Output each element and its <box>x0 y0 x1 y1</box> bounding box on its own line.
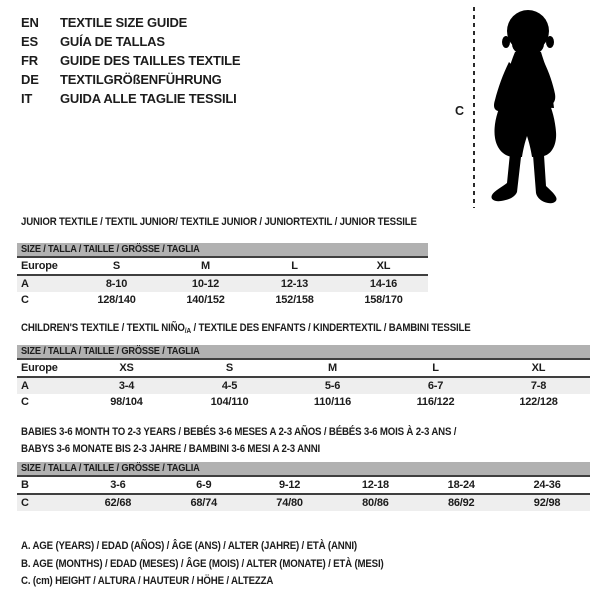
row-label: A <box>21 278 29 290</box>
children-size-table: SIZE / TALLA / TAILLE / GRÖSSE / TAGLIA … <box>17 345 590 410</box>
divider <box>17 358 590 360</box>
language-row-it: IT GUIDA ALLE TAGLIE TESSILI <box>21 89 240 108</box>
language-row-en: EN TEXTILE SIZE GUIDE <box>21 13 240 32</box>
table-row-height: C 62/68 68/74 74/80 80/86 86/92 92/98 <box>17 495 590 511</box>
size-header-bar: SIZE / TALLA / TAILLE / GRÖSSE / TAGLIA <box>17 243 428 256</box>
language-code: FR <box>21 53 38 68</box>
language-label: GUIDE DES TAILLES TEXTILE <box>60 53 241 68</box>
cell: 12-13 <box>280 278 309 290</box>
cell: S <box>225 362 234 374</box>
cell: 9-12 <box>278 479 301 491</box>
cell: 152/158 <box>275 294 314 306</box>
height-dashed-line <box>473 7 475 208</box>
cell: 68/74 <box>190 497 217 509</box>
cell: 104/110 <box>210 396 249 408</box>
language-code: IT <box>21 91 33 106</box>
size-header-bar: SIZE / TALLA / TAILLE / GRÖSSE / TAGLIA <box>17 462 590 475</box>
cell: 12-18 <box>361 479 389 491</box>
divider <box>17 376 590 378</box>
cell: 3-4 <box>118 380 135 392</box>
cell: 14-16 <box>369 278 398 290</box>
cell: 98/104 <box>110 396 143 408</box>
divider <box>17 274 428 276</box>
cell: 128/140 <box>97 294 136 306</box>
table-row-europe: Europe S M L XL <box>17 258 428 274</box>
cell: XL <box>531 362 546 374</box>
language-row-de: DE TEXTILGRÖßENFÜHRUNG <box>21 70 240 89</box>
table-row-age: A 8-10 10-12 12-13 14-16 <box>17 276 428 292</box>
cell: 24-36 <box>533 479 561 491</box>
cell: L <box>432 362 439 374</box>
cell: XL <box>376 260 391 272</box>
junior-table-title: JUNIOR TEXTILE / TEXTIL JUNIOR/ TEXTILE … <box>21 216 417 228</box>
cell: 7-8 <box>530 380 547 392</box>
cell: 3-6 <box>110 479 126 491</box>
row-label: B <box>21 479 29 491</box>
row-label: Europe <box>21 362 58 374</box>
cell: 140/152 <box>186 294 225 306</box>
row-label: C <box>21 396 29 408</box>
language-row-fr: FR GUIDE DES TAILLES TEXTILE <box>21 51 241 70</box>
cell: XS <box>119 362 134 374</box>
table-row-age-months: B 3-6 6-9 9-12 12-18 18-24 24-36 <box>17 477 590 493</box>
language-row-es: ES GUÍA DE TALLAS <box>21 32 240 51</box>
table-row-height: C 128/140 140/152 152/158 158/170 <box>17 292 428 308</box>
table-row-europe: Europe XS S M L XL <box>17 360 590 376</box>
cell: 18-24 <box>447 479 475 491</box>
cell: 5-6 <box>324 380 341 392</box>
babies-table-title: BABIES 3-6 MONTH TO 2-3 YEARS / BEBÉS 3-… <box>21 426 457 455</box>
cell: L <box>291 260 298 272</box>
cell: 158/170 <box>364 294 403 306</box>
cell: 92/98 <box>533 497 561 509</box>
figure-height-label: C <box>455 104 464 118</box>
legend-line-b: B. AGE (MONTHS) / EDAD (MESES) / ÂGE (MO… <box>21 557 384 570</box>
size-header-bar: SIZE / TALLA / TAILLE / GRÖSSE / TAGLIA <box>17 345 590 358</box>
cell: M <box>328 362 337 374</box>
row-label: C <box>21 294 29 306</box>
cell: 6-9 <box>196 479 212 491</box>
divider <box>17 256 428 258</box>
language-label: GUIDA ALLE TAGLIE TESSILI <box>60 91 237 106</box>
junior-size-table: SIZE / TALLA / TAILLE / GRÖSSE / TAGLIA … <box>17 243 428 308</box>
language-label: TEXTILE SIZE GUIDE <box>60 15 188 30</box>
row-label: C <box>21 497 29 509</box>
cell: S <box>112 260 121 272</box>
legend-line-c: C. (cm) HEIGHT / ALTURA / HAUTEUR / HÖHE… <box>21 575 274 587</box>
cell: 4-5 <box>221 380 238 392</box>
table-row-height: C 98/104 104/110 110/116 116/122 122/128 <box>17 394 590 410</box>
table-row-age: A 3-4 4-5 5-6 6-7 7-8 <box>17 378 590 394</box>
row-label: Europe <box>21 260 58 272</box>
cell: 10-12 <box>191 278 220 290</box>
language-code: DE <box>21 72 39 87</box>
language-code: ES <box>21 34 38 49</box>
cell: 122/128 <box>519 396 558 408</box>
children-table-title: CHILDREN'S TEXTILE / TEXTIL NIÑO/A / TEX… <box>21 322 471 335</box>
cell: 74/80 <box>276 497 303 509</box>
language-list: EN TEXTILE SIZE GUIDE ES GUÍA DE TALLAS … <box>21 13 241 108</box>
divider <box>17 493 590 495</box>
cell: 116/122 <box>416 396 455 408</box>
cell: 86/92 <box>447 497 475 509</box>
legend-line-a: A. AGE (YEARS) / EDAD (AÑOS) / ÂGE (ANS)… <box>21 540 357 552</box>
legend: A. AGE (YEARS) / EDAD (AÑOS) / ÂGE (ANS)… <box>21 538 433 591</box>
cell: 62/68 <box>104 497 132 509</box>
language-label: GUÍA DE TALLAS <box>60 34 165 49</box>
babies-size-table: SIZE / TALLA / TAILLE / GRÖSSE / TAGLIA … <box>17 462 590 511</box>
cell: M <box>201 260 210 272</box>
row-label: A <box>21 380 29 392</box>
cell: 8-10 <box>105 278 128 290</box>
cell: 110/116 <box>313 396 352 408</box>
cell: 6-7 <box>427 380 444 392</box>
cell: 80/86 <box>362 497 389 509</box>
language-code: EN <box>21 15 39 30</box>
divider <box>17 475 590 477</box>
language-label: TEXTILGRÖßENFÜHRUNG <box>60 72 222 87</box>
baby-silhouette-icon <box>491 10 557 204</box>
